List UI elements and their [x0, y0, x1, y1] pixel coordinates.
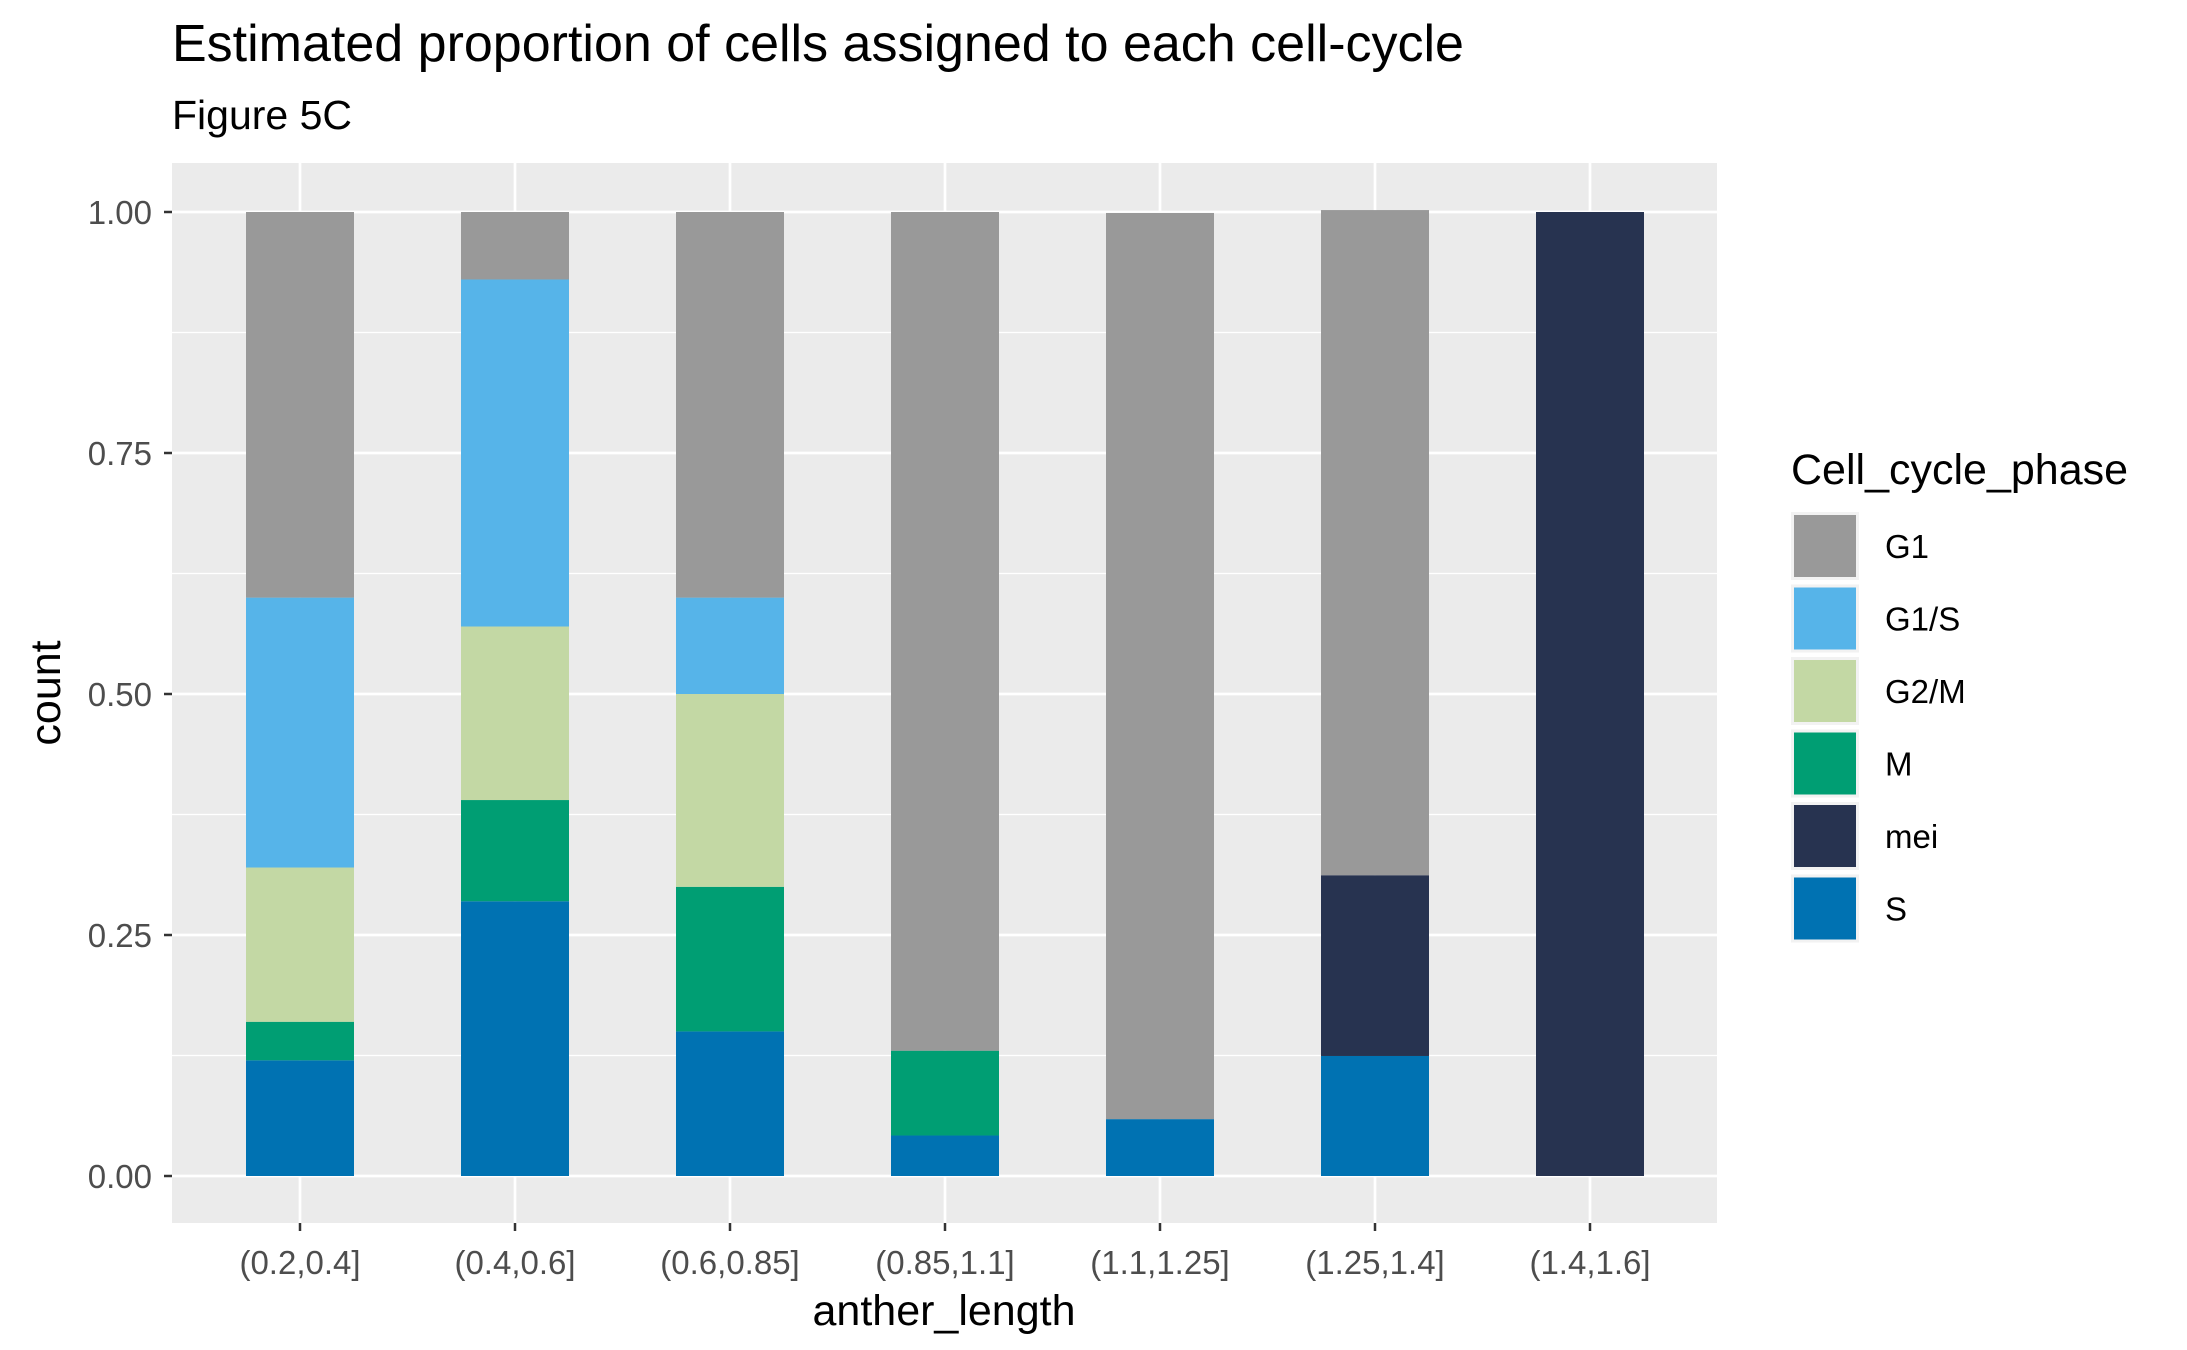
bar-segment-s — [1106, 1119, 1214, 1176]
bar-segment-m — [246, 1021, 354, 1061]
x-tick-label: (0.85,1.1] — [875, 1244, 1014, 1281]
bar-segment-s — [1321, 1055, 1429, 1176]
legend-swatch — [1794, 732, 1856, 795]
legend-swatch — [1794, 805, 1856, 867]
x-tick-label: (0.4,0.6] — [454, 1244, 575, 1281]
bar-segment-g1 — [461, 212, 569, 280]
bar-segment-g2-m — [246, 867, 354, 1022]
y-tick-label: 0.50 — [88, 676, 152, 713]
bar-segment-g2-m — [676, 694, 784, 887]
bar-segment-g1 — [1106, 212, 1214, 1120]
bar-segment-mei — [1321, 875, 1429, 1056]
bar-segment-mei — [1536, 212, 1644, 1176]
bar-segment-g1 — [246, 212, 354, 598]
x-tick-label: (1.25,1.4] — [1305, 1244, 1444, 1281]
x-tick-label: (0.6,0.85] — [660, 1244, 799, 1281]
y-tick-label: 0.00 — [88, 1158, 152, 1195]
legend-entry-label: G1/S — [1885, 601, 1960, 638]
y-axis-label: count — [22, 640, 70, 745]
y-tick-label: 0.75 — [88, 435, 152, 472]
bar-segment-g1 — [891, 212, 999, 1051]
y-axis: 0.00 0.25 0.50 0.75 1.00 — [88, 194, 172, 1195]
legend-entry-label: G1 — [1885, 528, 1929, 565]
legend-entry-label: M — [1885, 746, 1913, 783]
legend-swatch — [1794, 587, 1856, 650]
bar-segment-m — [676, 886, 784, 1032]
bar-segment-g1 — [1321, 210, 1429, 876]
x-tick-label: (1.4,1.6] — [1529, 1244, 1650, 1281]
bar-segment-s — [891, 1135, 999, 1176]
bar-segment-g1-s — [461, 279, 569, 627]
bar-segment-m — [461, 800, 569, 902]
legend-entry-label: mei — [1885, 818, 1938, 855]
x-axis-label: anther_length — [813, 1287, 1076, 1335]
legend-title: Cell_cycle_phase — [1791, 446, 2128, 494]
legend-entry-label: S — [1885, 891, 1907, 928]
x-tick-label: (0.2,0.4] — [239, 1244, 360, 1281]
y-tick-label: 0.25 — [88, 917, 152, 954]
y-tick-label: 1.00 — [88, 194, 152, 231]
chart-subtitle: Figure 5C — [172, 92, 353, 138]
x-tick-label: (1.1,1.25] — [1090, 1244, 1229, 1281]
bar-segment-g1-s — [246, 597, 354, 868]
bar-segment-s — [461, 901, 569, 1176]
legend-swatch — [1794, 515, 1856, 577]
bar-segment-g1 — [676, 212, 784, 598]
bars — [246, 210, 1644, 1176]
bar-segment-g2-m — [461, 626, 569, 801]
x-axis: (0.2,0.4] (0.4,0.6] (0.6,0.85] (0.85,1.1] (1… — [239, 1223, 1651, 1281]
chart-title: Estimated proportion of cells assigned t… — [172, 15, 1464, 73]
legend-swatch — [1794, 660, 1856, 722]
bar-segment-g1-s — [676, 597, 784, 694]
bar-segment-s — [676, 1031, 784, 1176]
bar-segment-s — [246, 1060, 354, 1176]
bar-segment-m — [891, 1050, 999, 1136]
legend-swatch — [1794, 877, 1856, 940]
legend-entry-label: G2/M — [1885, 673, 1966, 710]
